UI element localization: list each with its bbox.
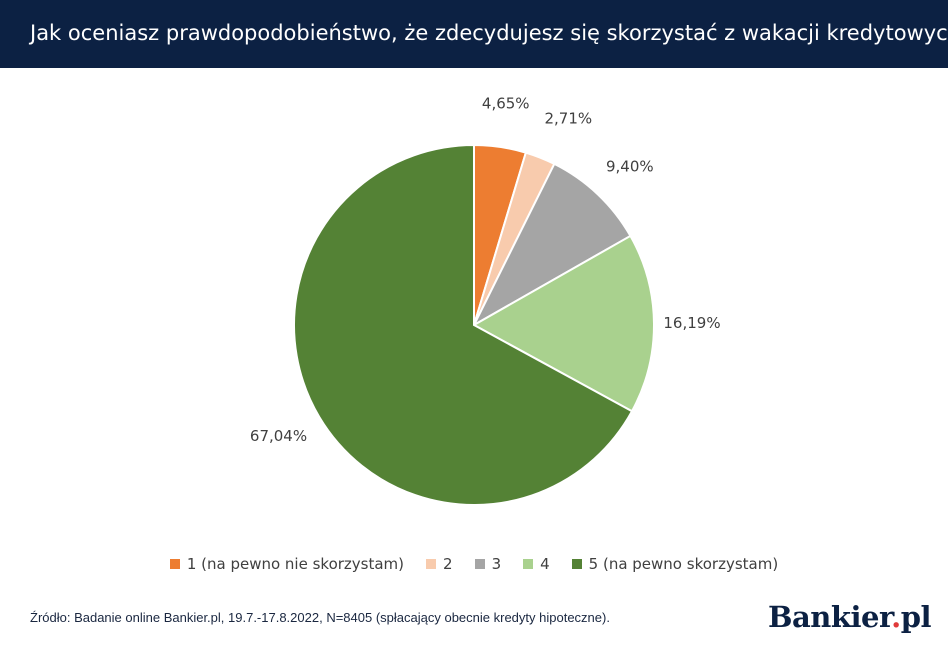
- legend-item-1: 1 (na pewno nie skorzystam): [169, 555, 405, 573]
- data-label-2: 2,71%: [544, 109, 592, 127]
- legend-label-5: 5 (na pewno skorzystam): [588, 555, 779, 573]
- pie-slice-4: [471, 234, 655, 413]
- legend-item-5: 5 (na pewno skorzystam): [571, 555, 779, 573]
- source-note: Źródło: Badanie online Bankier.pl, 19.7.…: [30, 610, 610, 625]
- legend-label-2: 2: [443, 555, 453, 573]
- logo-text-suffix: pl: [900, 600, 932, 634]
- pie-chart: 4,65% 2,71% 9,40% 16,19% 67,04%: [250, 94, 721, 506]
- legend-swatch-4: [523, 559, 534, 569]
- legend-label-3: 3: [491, 555, 502, 573]
- pie-slice-5: [293, 143, 634, 506]
- legend-swatch-2: [426, 559, 437, 569]
- legend-item-3: 3: [474, 555, 502, 573]
- legend-item-4: 4: [523, 555, 550, 573]
- data-label-5: 67,04%: [250, 427, 307, 445]
- pie-slice-3: [471, 162, 632, 328]
- legend-label-1: 1 (na pewno nie skorzystam): [186, 555, 405, 573]
- data-label-1: 4,65%: [482, 94, 530, 112]
- data-label-4: 16,19%: [663, 314, 720, 332]
- legend-swatch-3: [474, 559, 485, 569]
- logo-text-main: Bankier: [768, 600, 892, 634]
- data-label-3: 9,40%: [606, 158, 654, 176]
- bankier-logo: Bankier.pl: [768, 600, 931, 634]
- legend-item-2: 2: [426, 555, 453, 573]
- legend-swatch-5: [571, 559, 582, 569]
- legend-swatch-1: [169, 559, 180, 569]
- chart-title: Jak oceniasz prawdopodobieństwo, że zdec…: [30, 21, 948, 45]
- header-bar: Jak oceniasz prawdopodobieństwo, że zdec…: [0, 0, 948, 68]
- legend-label-4: 4: [540, 555, 550, 573]
- logo-dot: .: [891, 600, 901, 634]
- legend: 1 (na pewno nie skorzystam) 2 3 4 5 (na pewn…: [0, 552, 948, 576]
